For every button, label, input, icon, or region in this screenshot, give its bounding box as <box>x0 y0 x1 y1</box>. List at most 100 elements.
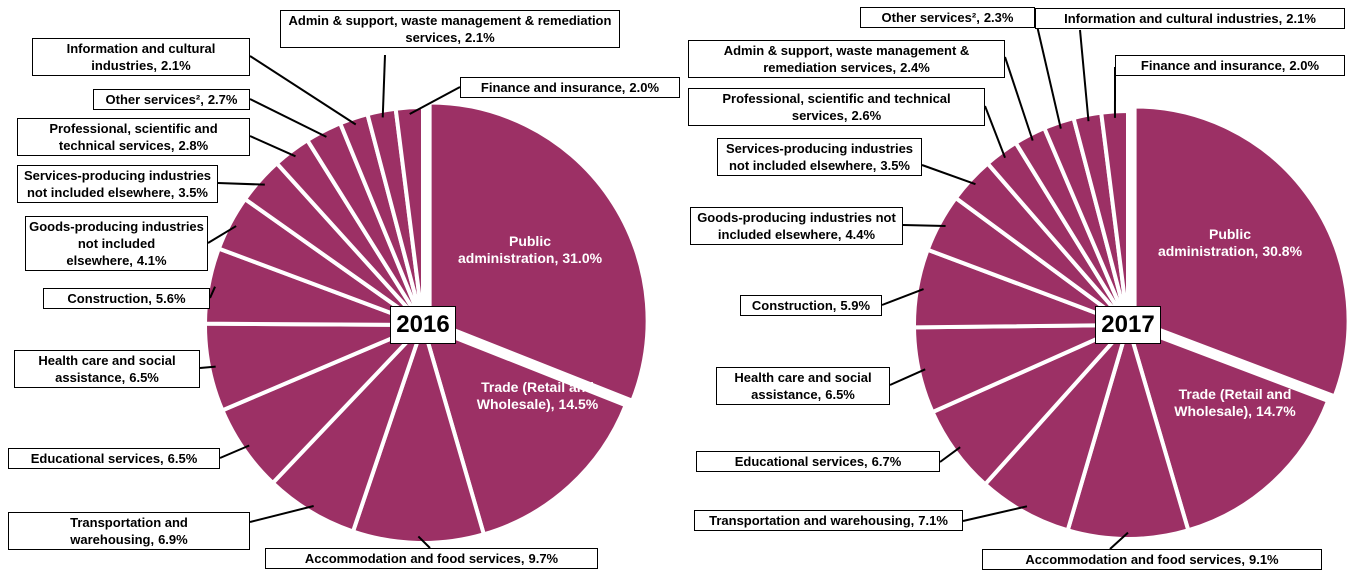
value-label: 2.0% <box>1289 58 1320 73</box>
category-label: Information and cultural industries, <box>66 41 216 73</box>
category-label: Public administration, <box>458 233 559 266</box>
category-label: Transportation and warehousing, <box>70 515 188 547</box>
slice-label: Other services², 2.3% <box>860 7 1035 28</box>
slice-label: Information and cultural industries, 2.1% <box>32 38 250 76</box>
value-label: 2.8% <box>178 138 209 153</box>
value-label: 3.5% <box>178 185 208 200</box>
pie-slice <box>419 321 629 537</box>
category-label: Construction, <box>751 298 837 313</box>
slice-label: Educational services, 6.7% <box>696 451 940 472</box>
leader-line <box>409 86 461 115</box>
value-label: 2.6% <box>851 108 882 123</box>
category-label: Services-producing industries not includ… <box>23 168 212 200</box>
slice-label: Goods-producing industries not included … <box>690 207 903 245</box>
pie-slice <box>427 100 650 404</box>
category-label: Educational services, <box>30 451 164 466</box>
leader-line <box>939 446 961 463</box>
value-label: 6.5% <box>825 387 855 402</box>
category-label: Finance and insurance, <box>1140 58 1286 73</box>
category-label: Other services², <box>881 10 980 25</box>
slice-label: Health care and social assistance, 6.5% <box>716 367 890 405</box>
value-label: 9.7% <box>528 551 559 566</box>
value-label: 2.4% <box>900 60 930 75</box>
slice-label: Professional, scientific and technical s… <box>17 118 250 156</box>
value-label: 2.1% <box>1286 11 1316 26</box>
slice-label: Services-producing industries not includ… <box>17 165 218 203</box>
slice-label: Educational services, 6.5% <box>8 448 220 469</box>
value-label: 14.5% <box>558 396 599 412</box>
value-label: 14.7% <box>1256 403 1296 419</box>
leader-line <box>249 135 296 158</box>
category-label: Trade (Retail and Wholesale), <box>476 379 594 412</box>
leader-line <box>881 288 924 306</box>
value-label: 30.8% <box>1262 243 1303 259</box>
slice-label: Health care and social assistance, 6.5% <box>14 350 200 388</box>
slice-label: Accommodation and food services, 9.1% <box>982 549 1322 570</box>
category-label: Admin & support, waste management & reme… <box>288 13 612 45</box>
slice-label: Construction, 5.6% <box>43 288 210 309</box>
category-label: Public administration, <box>1157 226 1259 259</box>
category-label: Professional, scientific and technical s… <box>49 121 218 153</box>
value-label: 31.0% <box>562 250 603 266</box>
category-label: Admin & support, waste management & reme… <box>723 43 970 75</box>
slice-label: Admin & support, waste management & reme… <box>688 40 1005 78</box>
leader-line <box>209 286 216 299</box>
slice-label: Information and cultural industries, 2.1% <box>1035 8 1345 29</box>
category-label: Construction, <box>67 291 152 306</box>
category-label: Information and cultural industries, <box>1064 11 1283 26</box>
leader-line <box>417 535 431 549</box>
leader-line <box>984 105 1006 159</box>
leader-line <box>207 225 237 244</box>
slice-label: Finance and insurance, 2.0% <box>1115 55 1345 76</box>
category-label: Goods-producing industries not included … <box>697 210 896 242</box>
slice-label: Trade (Retail and Wholesale), 14.7% <box>1160 385 1310 421</box>
value-label: 6.5% <box>129 370 159 385</box>
leader-line <box>249 505 314 523</box>
value-label: 2.1% <box>465 30 495 45</box>
value-label: 2.1% <box>161 58 191 73</box>
slice-label: Other services², 2.7% <box>93 89 250 110</box>
value-label: 2.7% <box>207 92 238 107</box>
slice-label: Professional, scientific and technical s… <box>688 88 985 126</box>
category-label: Accommodation and food services, <box>1025 552 1245 567</box>
category-label: Health care and social assistance, <box>38 353 176 385</box>
leader-line <box>1079 29 1090 122</box>
center-label: 2017 <box>1095 306 1161 344</box>
category-label: Educational services, <box>734 454 868 469</box>
pie-slice <box>350 318 487 545</box>
value-label: 5.6% <box>155 291 186 306</box>
leader-line <box>249 55 357 126</box>
value-label: 7.1% <box>918 513 948 528</box>
slice-label: Services-producing industries not includ… <box>717 138 922 176</box>
value-label: 2.3% <box>983 10 1014 25</box>
category-label: Trade (Retail and Wholesale), <box>1174 386 1292 419</box>
category-label: Goods-producing industries not included … <box>29 219 204 268</box>
value-label: 4.1% <box>136 253 167 268</box>
value-label: 3.5% <box>880 158 910 173</box>
pie-slice <box>1132 104 1350 399</box>
value-label: 4.4% <box>845 227 876 242</box>
slice-label: Admin & support, waste management & reme… <box>280 10 620 48</box>
slice-label: Accommodation and food services, 9.7% <box>265 548 598 569</box>
category-label: Other services², <box>105 92 204 107</box>
slice-label: Goods-producing industries not included … <box>25 216 208 271</box>
leader-line <box>1004 56 1034 141</box>
category-label: Services-producing industries not includ… <box>725 141 914 173</box>
category-label: Transportation and warehousing, <box>709 513 915 528</box>
leader-line <box>889 368 926 386</box>
slice-label: Finance and insurance, 2.0% <box>460 77 680 98</box>
value-label: 6.9% <box>158 532 188 547</box>
value-label: 6.7% <box>871 454 902 469</box>
leader-line <box>921 164 976 186</box>
leader-line <box>249 98 327 138</box>
slice-label: Construction, 5.9% <box>740 295 882 316</box>
category-label: Professional, scientific and technical s… <box>722 91 951 123</box>
slice-label: Trade (Retail and Wholesale), 14.5% <box>455 378 620 414</box>
slice-label: Public administration, 30.8% <box>1150 225 1310 261</box>
slice-label: Transportation and warehousing, 6.9% <box>8 512 250 550</box>
leader-line <box>1034 16 1062 129</box>
value-label: 2.0% <box>629 80 660 95</box>
leader-line <box>1109 531 1129 550</box>
